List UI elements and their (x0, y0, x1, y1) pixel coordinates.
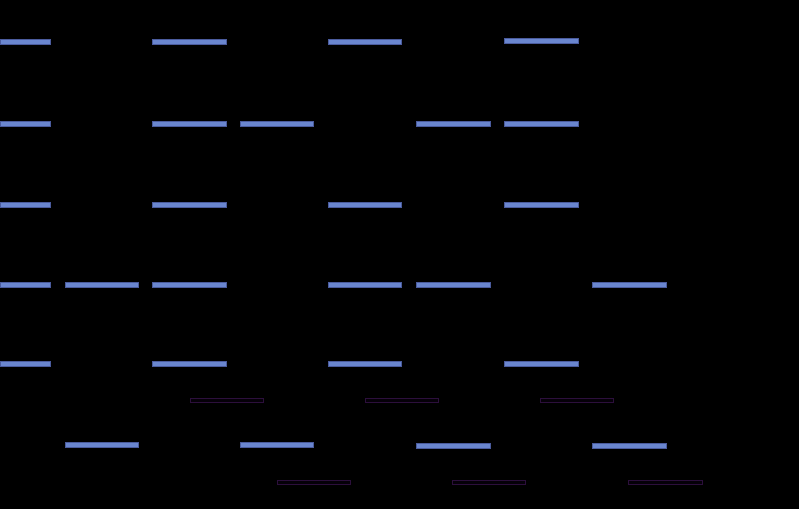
solid-platform (240, 121, 314, 127)
solid-platform (416, 443, 491, 449)
solid-platform (152, 121, 227, 127)
ghost-platform (452, 480, 526, 485)
ghost-platform (190, 398, 264, 403)
solid-platform (504, 121, 579, 127)
solid-platform (65, 442, 139, 448)
solid-platform (0, 361, 51, 367)
ghost-platform (628, 480, 703, 485)
solid-platform (328, 39, 402, 45)
solid-platform (416, 121, 491, 127)
ghost-platform (365, 398, 439, 403)
solid-platform (328, 202, 402, 208)
solid-platform (592, 443, 667, 449)
solid-platform (328, 361, 402, 367)
solid-platform (504, 38, 579, 44)
solid-platform (504, 202, 579, 208)
solid-platform (152, 282, 227, 288)
solid-platform (416, 282, 491, 288)
solid-platform (152, 39, 227, 45)
solid-platform (152, 361, 227, 367)
solid-platform (504, 361, 579, 367)
ghost-platform (277, 480, 351, 485)
solid-platform (240, 442, 314, 448)
solid-platform (592, 282, 667, 288)
solid-platform (0, 121, 51, 127)
solid-platform (152, 202, 227, 208)
solid-platform (65, 282, 139, 288)
ghost-platform (540, 398, 614, 403)
solid-platform (0, 282, 51, 288)
solid-platform (328, 282, 402, 288)
solid-platform (0, 202, 51, 208)
solid-platform (0, 39, 51, 45)
